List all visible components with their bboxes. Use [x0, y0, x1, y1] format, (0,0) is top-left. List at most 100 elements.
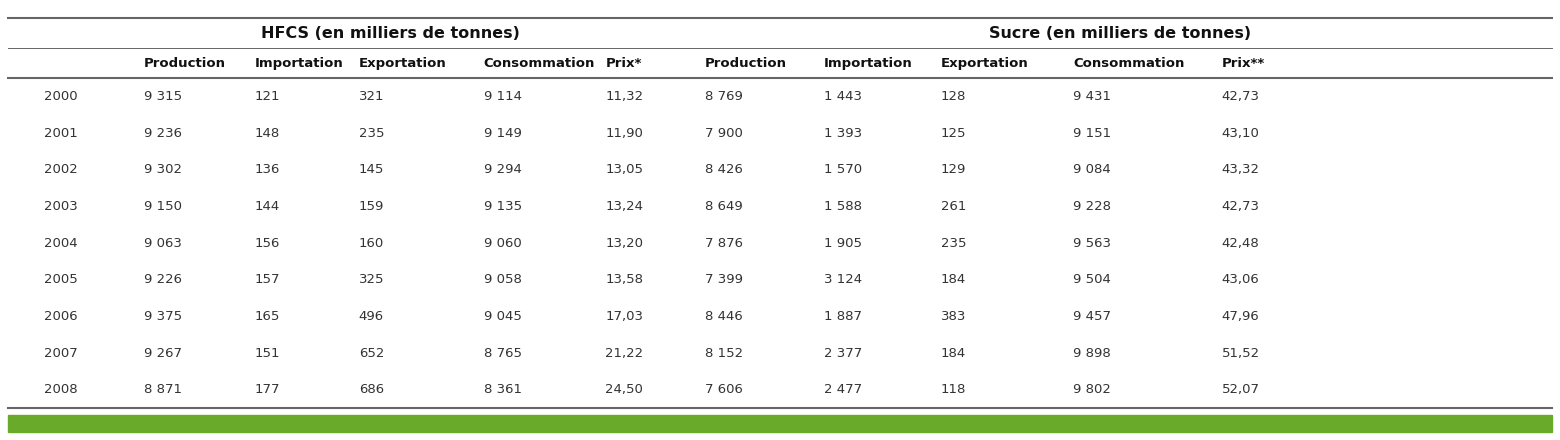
Text: 2002: 2002 — [44, 163, 78, 176]
Text: 8 361: 8 361 — [484, 383, 521, 396]
Text: 118: 118 — [941, 383, 966, 396]
Text: 235: 235 — [359, 127, 384, 139]
Text: 2005: 2005 — [44, 273, 78, 286]
Text: 2 377: 2 377 — [824, 347, 863, 359]
Text: Importation: Importation — [824, 56, 913, 70]
Text: 9 058: 9 058 — [484, 273, 521, 286]
Text: 52,07: 52,07 — [1221, 383, 1259, 396]
Text: 148: 148 — [254, 127, 279, 139]
Text: 2007: 2007 — [44, 347, 78, 359]
Text: 13,05: 13,05 — [605, 163, 643, 176]
Text: 177: 177 — [254, 383, 279, 396]
Text: 129: 129 — [941, 163, 966, 176]
Text: 7 606: 7 606 — [705, 383, 743, 396]
Text: 1 905: 1 905 — [824, 237, 861, 249]
Text: 2000: 2000 — [44, 90, 78, 103]
Text: 13,24: 13,24 — [605, 200, 643, 213]
Text: 9 228: 9 228 — [1073, 200, 1111, 213]
Text: 8 765: 8 765 — [484, 347, 521, 359]
Text: 652: 652 — [359, 347, 384, 359]
Text: 325: 325 — [359, 273, 384, 286]
Text: 9 060: 9 060 — [484, 237, 521, 249]
Text: 7 900: 7 900 — [705, 127, 743, 139]
Text: 42,73: 42,73 — [1221, 200, 1259, 213]
Text: 125: 125 — [941, 127, 966, 139]
Text: 43,06: 43,06 — [1221, 273, 1259, 286]
Text: 184: 184 — [941, 347, 966, 359]
Text: 1 887: 1 887 — [824, 310, 861, 323]
Text: 160: 160 — [359, 237, 384, 249]
Text: 8 871: 8 871 — [144, 383, 181, 396]
Text: 121: 121 — [254, 90, 279, 103]
Text: 11,32: 11,32 — [605, 90, 643, 103]
Text: 43,10: 43,10 — [1221, 127, 1259, 139]
Text: 9 084: 9 084 — [1073, 163, 1111, 176]
Text: 9 063: 9 063 — [144, 237, 181, 249]
Text: 383: 383 — [941, 310, 966, 323]
Text: 1 393: 1 393 — [824, 127, 861, 139]
Text: Production: Production — [144, 56, 226, 70]
Text: 9 898: 9 898 — [1073, 347, 1111, 359]
Text: 1 443: 1 443 — [824, 90, 861, 103]
Text: HFCS (en milliers de tonnes): HFCS (en milliers de tonnes) — [261, 26, 519, 40]
Text: 42,73: 42,73 — [1221, 90, 1259, 103]
Text: 9 315: 9 315 — [144, 90, 181, 103]
Text: 2004: 2004 — [44, 237, 78, 249]
Text: 7 876: 7 876 — [705, 237, 743, 249]
Text: 1 588: 1 588 — [824, 200, 861, 213]
Text: Importation: Importation — [254, 56, 343, 70]
Text: 128: 128 — [941, 90, 966, 103]
Text: 8 769: 8 769 — [705, 90, 743, 103]
Text: 3 124: 3 124 — [824, 273, 861, 286]
Text: 145: 145 — [359, 163, 384, 176]
Text: 9 151: 9 151 — [1073, 127, 1111, 139]
Text: 8 152: 8 152 — [705, 347, 743, 359]
Text: 2001: 2001 — [44, 127, 78, 139]
Text: 2003: 2003 — [44, 200, 78, 213]
Text: 8 649: 8 649 — [705, 200, 743, 213]
Text: 13,58: 13,58 — [605, 273, 643, 286]
Text: Prix*: Prix* — [605, 56, 641, 70]
Text: 9 375: 9 375 — [144, 310, 181, 323]
Text: 2 477: 2 477 — [824, 383, 861, 396]
Text: 2008: 2008 — [44, 383, 78, 396]
Text: 686: 686 — [359, 383, 384, 396]
Text: Consommation: Consommation — [1073, 56, 1184, 70]
Text: 8 426: 8 426 — [705, 163, 743, 176]
Text: 9 135: 9 135 — [484, 200, 521, 213]
Text: 9 294: 9 294 — [484, 163, 521, 176]
Text: 235: 235 — [941, 237, 966, 249]
Text: 2006: 2006 — [44, 310, 78, 323]
Text: 43,32: 43,32 — [1221, 163, 1259, 176]
Text: 8 446: 8 446 — [705, 310, 743, 323]
Text: 159: 159 — [359, 200, 384, 213]
Text: 9 504: 9 504 — [1073, 273, 1111, 286]
Text: 157: 157 — [254, 273, 279, 286]
Text: Exportation: Exportation — [941, 56, 1028, 70]
Text: Consommation: Consommation — [484, 56, 594, 70]
Text: 496: 496 — [359, 310, 384, 323]
Text: Sucre (en milliers de tonnes): Sucre (en milliers de tonnes) — [989, 26, 1251, 40]
Text: 13,20: 13,20 — [605, 237, 643, 249]
Text: 9 267: 9 267 — [144, 347, 181, 359]
Text: 9 226: 9 226 — [144, 273, 181, 286]
Text: 9 150: 9 150 — [144, 200, 181, 213]
Text: 9 236: 9 236 — [144, 127, 181, 139]
Text: 11,90: 11,90 — [605, 127, 643, 139]
Text: 17,03: 17,03 — [605, 310, 643, 323]
Text: Prix**: Prix** — [1221, 56, 1265, 70]
Text: 24,50: 24,50 — [605, 383, 643, 396]
Text: 51,52: 51,52 — [1221, 347, 1259, 359]
Text: 151: 151 — [254, 347, 279, 359]
Text: 321: 321 — [359, 90, 384, 103]
Text: 9 563: 9 563 — [1073, 237, 1111, 249]
Text: 9 802: 9 802 — [1073, 383, 1111, 396]
Text: 9 114: 9 114 — [484, 90, 521, 103]
Text: 9 431: 9 431 — [1073, 90, 1111, 103]
Text: 9 302: 9 302 — [144, 163, 181, 176]
Text: 42,48: 42,48 — [1221, 237, 1259, 249]
Text: 7 399: 7 399 — [705, 273, 743, 286]
Bar — [8, 415, 1552, 432]
Text: 184: 184 — [941, 273, 966, 286]
Text: 144: 144 — [254, 200, 279, 213]
